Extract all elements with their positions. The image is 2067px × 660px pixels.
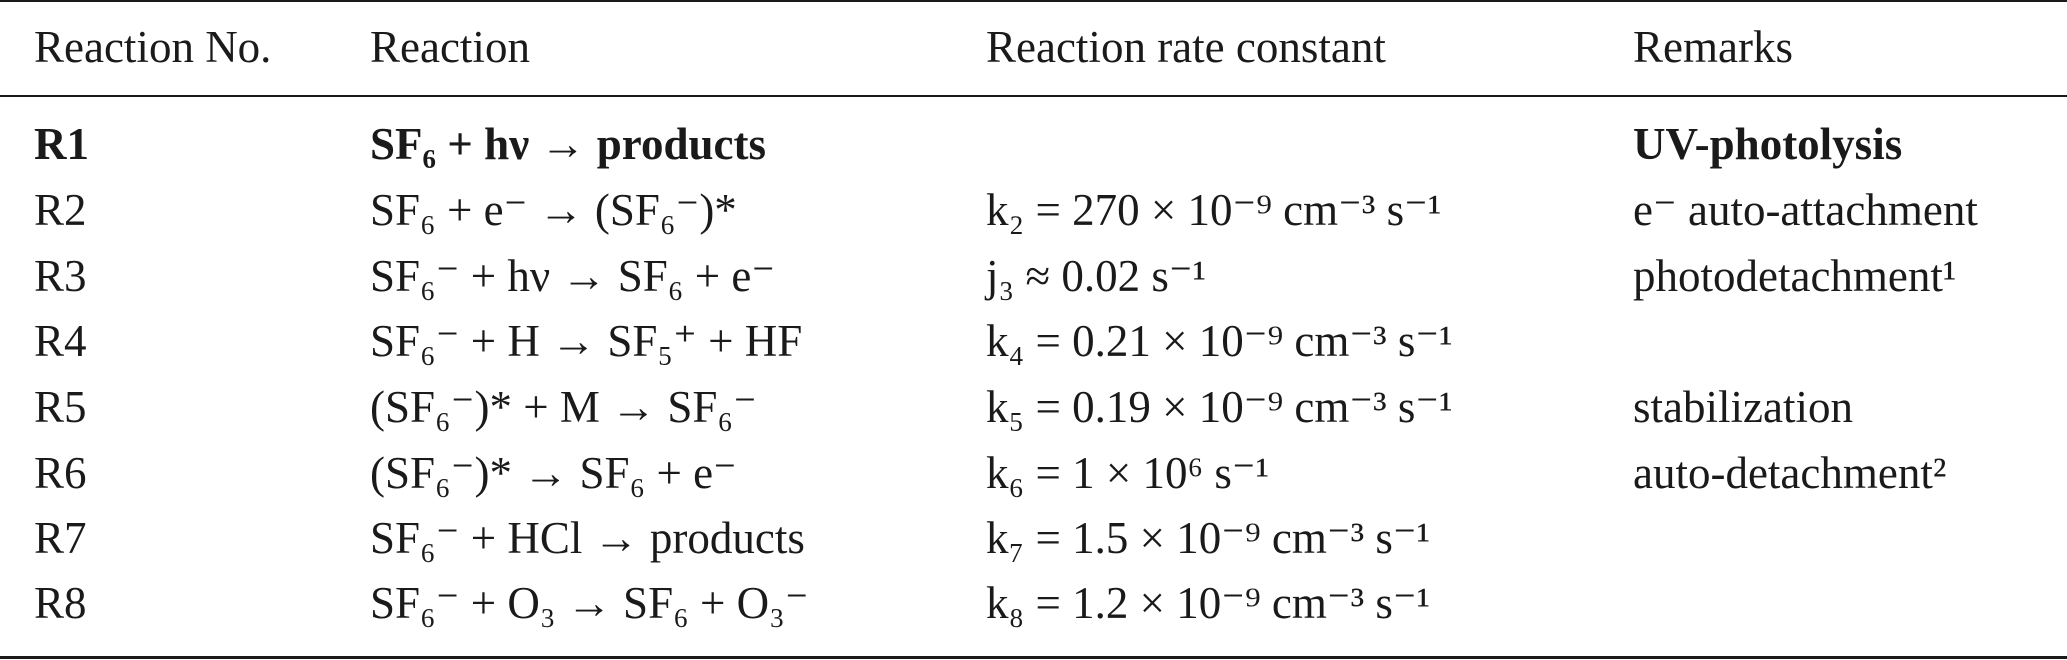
rate-constant: k₄ = 0.21 × 10⁻⁹ cm⁻³ s⁻¹ <box>986 316 1453 366</box>
reaction-no: R4 <box>34 316 87 366</box>
table-row: R5 (SF₆⁻)* + M → SF₆⁻ k₅ = 0.19 × 10⁻⁹ c… <box>0 374 2067 440</box>
top-rule <box>0 0 2067 2</box>
reaction-no: R6 <box>34 448 87 498</box>
header-reaction-no: Reaction No. <box>34 22 272 72</box>
reaction-no: R7 <box>34 513 87 563</box>
reaction-no: R2 <box>34 185 87 235</box>
header-rate-constant: Reaction rate constant <box>986 22 1386 72</box>
reaction-equation: SF₆⁻ + H → SF₅⁺ + HF <box>370 316 803 366</box>
reaction-equation: SF₆⁻ + O₃ → SF₆ + O₃⁻ <box>370 578 809 628</box>
header-rule <box>0 95 2067 97</box>
reaction-equation: (SF₆⁻)* + M → SF₆⁻ <box>370 382 757 432</box>
table-row: R4 SF₆⁻ + H → SF₅⁺ + HF k₄ = 0.21 × 10⁻⁹… <box>0 308 2067 374</box>
table-header-row: Reaction No. Reaction Reaction rate cons… <box>0 2 2067 72</box>
header-reaction: Reaction <box>370 22 530 72</box>
remarks: e⁻ auto-attachment <box>1633 185 1978 235</box>
remarks: UV-photolysis <box>1633 119 1903 169</box>
table-row: R1 SF₆ + hν → products UV-photolysis <box>0 111 2067 177</box>
reaction-no: R3 <box>34 251 87 301</box>
remarks: stabilization <box>1633 382 1853 432</box>
rate-constant: k₇ = 1.5 × 10⁻⁹ cm⁻³ s⁻¹ <box>986 513 1431 563</box>
rate-constant: k₂ = 270 × 10⁻⁹ cm⁻³ s⁻¹ <box>986 185 1442 235</box>
bottom-rule <box>0 656 2067 659</box>
reaction-no: R5 <box>34 382 87 432</box>
rate-constant: k₆ = 1 × 10⁶ s⁻¹ <box>986 448 1270 498</box>
remarks: photodetachment¹ <box>1633 251 1957 301</box>
table-row: R7 SF₆⁻ + HCl → products k₇ = 1.5 × 10⁻⁹… <box>0 505 2067 571</box>
rate-constant: j₃ ≈ 0.02 s⁻¹ <box>986 251 1207 301</box>
rate-constant: k₈ = 1.2 × 10⁻⁹ cm⁻³ s⁻¹ <box>986 578 1431 628</box>
reaction-equation: SF₆ + e⁻ → (SF₆⁻)* <box>370 185 737 235</box>
table-row: R8 SF₆⁻ + O₃ → SF₆ + O₃⁻ k₈ = 1.2 × 10⁻⁹… <box>0 570 2067 636</box>
header-remarks: Remarks <box>1633 22 1793 72</box>
reaction-equation: SF₆⁻ + HCl → products <box>370 513 805 563</box>
remarks: auto-detachment² <box>1633 448 1947 498</box>
table-row: R6 (SF₆⁻)* → SF₆ + e⁻ k₆ = 1 × 10⁶ s⁻¹ a… <box>0 440 2067 506</box>
reaction-no: R8 <box>34 578 87 628</box>
reaction-no: R1 <box>34 119 89 169</box>
reaction-equation: (SF₆⁻)* → SF₆ + e⁻ <box>370 448 737 498</box>
reaction-equation: SF₆⁻ + hν → SF₆ + e⁻ <box>370 251 776 301</box>
table-row: R2 SF₆ + e⁻ → (SF₆⁻)* k₂ = 270 × 10⁻⁹ cm… <box>0 177 2067 243</box>
table-row: R3 SF₆⁻ + hν → SF₆ + e⁻ j₃ ≈ 0.02 s⁻¹ ph… <box>0 243 2067 309</box>
reaction-equation: SF₆ + hν → products <box>370 119 766 169</box>
rate-constant: k₅ = 0.19 × 10⁻⁹ cm⁻³ s⁻¹ <box>986 382 1453 432</box>
